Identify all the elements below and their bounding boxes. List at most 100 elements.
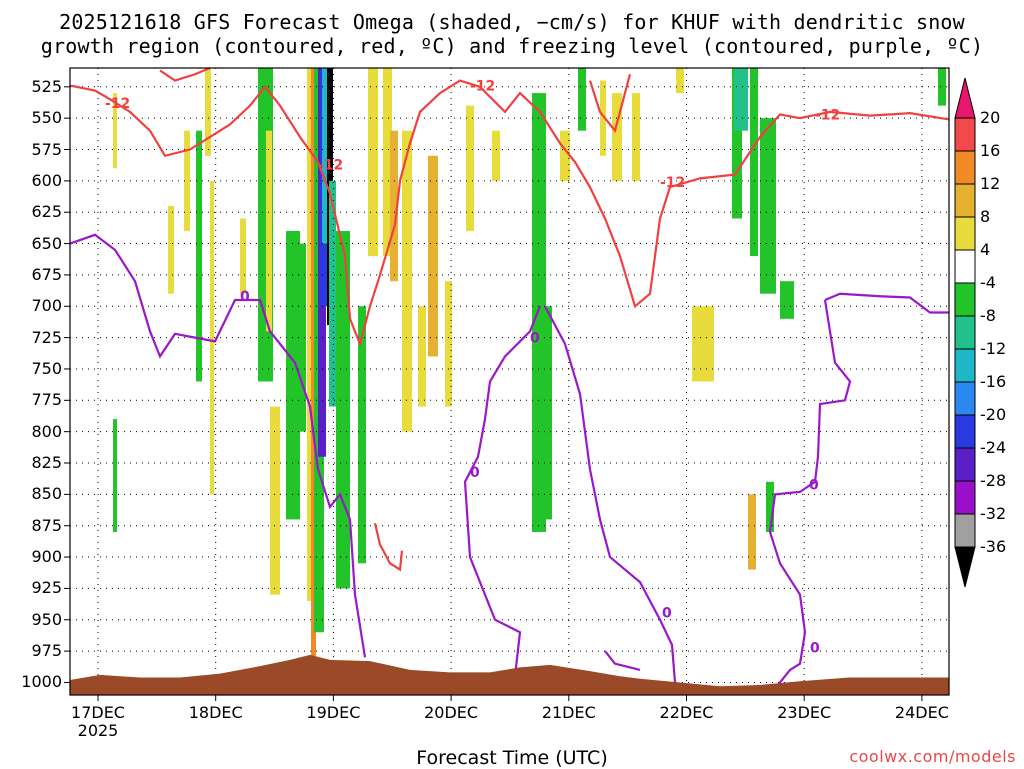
colorbar-tick-label: -36 xyxy=(980,537,1007,556)
x-tick-label: 18DEC xyxy=(188,703,243,722)
y-tick-label: 775 xyxy=(31,390,62,410)
y-tick-label: 700 xyxy=(31,296,62,316)
omega-cell xyxy=(676,68,684,94)
omega-cell xyxy=(168,205,174,294)
freezing-label: 0 xyxy=(530,331,540,347)
y-tick-label: 675 xyxy=(31,264,62,284)
freezing-label: 0 xyxy=(240,289,250,305)
x-tick-label: 17DEC xyxy=(71,703,125,722)
omega-cell xyxy=(322,68,330,244)
omega-cell xyxy=(492,130,500,181)
omega-cell xyxy=(760,118,776,294)
chart-title-line1: 2025121618 GFS Forecast Omega (shaded, −… xyxy=(59,10,965,34)
omega-cell xyxy=(612,93,622,181)
omega-cell xyxy=(938,68,946,106)
colorbar-swatch xyxy=(954,249,976,284)
y-tick-label: 950 xyxy=(31,609,62,629)
axes xyxy=(64,67,950,701)
y-tick-label: 825 xyxy=(31,453,62,472)
y-tick-label: 1000 xyxy=(21,672,62,692)
colorbar-tick-label: 8 xyxy=(980,207,991,226)
colorbar-swatch xyxy=(954,216,976,251)
x-tick-label: 24DEC xyxy=(894,703,949,722)
colorbar-swatch xyxy=(954,315,976,350)
dendritic-label: -12 xyxy=(470,79,495,95)
omega-cell xyxy=(286,231,300,520)
omega-cell xyxy=(390,130,398,282)
dendritic-contour xyxy=(373,522,404,572)
x-tick-label: 20DEC xyxy=(424,703,479,722)
freezing-contour xyxy=(604,650,641,671)
colorbar-tick-label: 16 xyxy=(980,141,1001,160)
freezing-contour xyxy=(463,305,542,677)
freezing-contour xyxy=(768,299,852,690)
omega-cell xyxy=(766,481,774,532)
omega-cell xyxy=(358,306,366,564)
credit-link[interactable]: coolwx.com/models xyxy=(849,747,1016,766)
colorbar-swatch xyxy=(954,348,976,383)
omega-cell xyxy=(240,218,246,294)
omega-cell xyxy=(311,68,316,670)
plot-frame xyxy=(69,67,950,696)
colorbar-bottom-arrow xyxy=(954,546,976,588)
dendritic-label: -12 xyxy=(660,175,685,191)
y-tick-label: 600 xyxy=(31,170,62,190)
x-tick-label: 19DEC xyxy=(306,703,361,722)
freezing-label: 0 xyxy=(662,605,672,621)
x-axis-label: Forecast Time (UTC) xyxy=(416,747,608,769)
omega-cell xyxy=(600,80,606,156)
y-tick-label: 925 xyxy=(31,578,62,598)
colorbar-swatch xyxy=(954,414,976,449)
omega-cell xyxy=(113,93,117,169)
colorbar-swatch xyxy=(954,447,976,482)
colorbar-swatch xyxy=(954,282,976,317)
colorbar-tick-label: -32 xyxy=(980,504,1007,523)
dendritic-contour xyxy=(588,73,632,134)
omega-cell xyxy=(307,68,313,601)
omega-cell xyxy=(532,93,546,532)
colorbar-tick-label: -8 xyxy=(980,306,996,325)
omega-cell xyxy=(368,68,378,257)
y-tick-label: 850 xyxy=(31,484,62,504)
contours: -12 -12 -12 -12 -12 0 0 0 0 0 0 xyxy=(69,66,950,690)
omega-cell xyxy=(383,68,392,257)
dendritic-label: -12 xyxy=(318,158,343,174)
colorbar-top-arrow xyxy=(954,77,976,119)
omega-cell xyxy=(466,105,474,232)
y-tick-label: 725 xyxy=(31,327,62,347)
colorbar-tick-label: -28 xyxy=(980,471,1007,490)
colorbar-swatch xyxy=(954,183,976,218)
colorbar-tick-label: -4 xyxy=(980,273,996,292)
freezing-contour xyxy=(824,292,949,314)
y-tick-label: 625 xyxy=(31,202,62,222)
omega-cell xyxy=(196,130,202,382)
x-year-label: 2025 xyxy=(77,721,119,740)
omega-cell xyxy=(732,68,742,219)
omega-cell xyxy=(445,281,452,407)
omega-cell xyxy=(544,306,552,520)
omega-cell xyxy=(780,281,794,319)
y-tick-label: 975 xyxy=(31,641,62,661)
dendritic-contour xyxy=(159,66,211,82)
omega-cell xyxy=(748,494,756,570)
freezing-label: 0 xyxy=(810,640,820,656)
freezing-contour xyxy=(69,233,367,658)
y-tick-label: 650 xyxy=(31,233,62,253)
chart-title-line2: growth region (contoured, red, ºC) and f… xyxy=(40,34,984,58)
colorbar-tick-label: -12 xyxy=(980,339,1007,358)
omega-cell xyxy=(298,243,306,432)
terrain-fill xyxy=(70,654,949,695)
terrain xyxy=(70,654,949,695)
omega-cell xyxy=(210,180,214,495)
omega-cell xyxy=(402,130,412,432)
colorbar-tick-label: -24 xyxy=(980,438,1007,457)
y-tick-label: 525 xyxy=(31,76,62,96)
omega-cell xyxy=(692,306,714,382)
colorbar-tick-label: 4 xyxy=(980,240,991,259)
omega-cell xyxy=(632,93,640,181)
omega-cell xyxy=(418,306,426,407)
omega-cell xyxy=(734,68,748,131)
omega-cell xyxy=(205,68,211,156)
y-tick-label: 900 xyxy=(31,547,62,567)
